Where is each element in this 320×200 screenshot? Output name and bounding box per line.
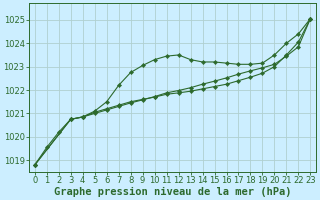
X-axis label: Graphe pression niveau de la mer (hPa): Graphe pression niveau de la mer (hPa) (54, 186, 291, 197)
